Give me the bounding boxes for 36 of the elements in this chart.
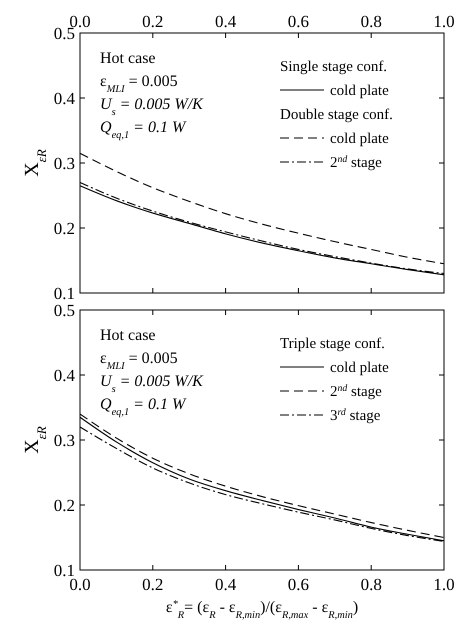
legend-label: 3$^{rd}$ stage (330, 406, 381, 424)
text: 1.0 (433, 12, 455, 31)
annotation: U$_{s}$ = 0.005 W/K (100, 373, 204, 394)
legend-title: Triple stage conf. (280, 336, 385, 352)
x-tick-label: 0.8 (360, 575, 382, 594)
annotation: ε$_{MLI}$ = 0.005 (100, 73, 178, 94)
annotation: Hot case (100, 50, 156, 67)
y-tick-label: 0.5 (54, 300, 75, 320)
y-tick-label: 0.3 (54, 154, 75, 173)
y-tick-label: 0.2 (54, 218, 75, 238)
y-tick-label: 0.1 (54, 284, 75, 303)
y-tick-label: 0.2 (54, 496, 75, 515)
legend-label: cold plate (330, 131, 390, 147)
legend-label: cold plate (330, 83, 390, 99)
annotation: Double stage conf. (280, 107, 393, 123)
legend-label: 2$^{nd}$ stage (330, 382, 382, 400)
legend-label: cold plate (330, 360, 390, 376)
legend-title: Single stage conf. (280, 59, 388, 75)
annotation: Hot case (100, 327, 156, 344)
x-tick-label: 0.4 (214, 575, 237, 594)
x2-tick-label: 0.8 (360, 12, 382, 31)
y-tick-label: 0.3 (54, 430, 75, 450)
annotation: U$_{s}$ = 0.005 W/K (100, 96, 204, 118)
legend-label: 2$^{nd}$ stage (330, 154, 382, 171)
x2-tick-label: 0.2 (142, 12, 164, 31)
x-tick-label: 0.6 (288, 575, 310, 594)
annotation: Q$_{eq,1}$ = 0.1 W (100, 396, 187, 418)
x2-tick-label: 0.6 (288, 12, 310, 31)
annotation: ε$_{MLI}$ = 0.005 (100, 350, 178, 372)
annotation: Q$_{eq,1}$ = 0.1 W (100, 119, 187, 140)
x-tick-label: 0.2 (142, 575, 164, 594)
x2-tick-label: 0.4 (214, 12, 237, 31)
text: ε$^{*}$$_{R}$= (ε$_{R}$ - ε$_{R,min}$)/(ε$_{R,max}$ - ε$_{R,min}$) (166, 598, 358, 620)
y-tick-label: 0.4 (54, 88, 76, 108)
x-tick-label: 1.0 (433, 575, 455, 594)
y-tick-label: 0.4 (54, 366, 76, 385)
